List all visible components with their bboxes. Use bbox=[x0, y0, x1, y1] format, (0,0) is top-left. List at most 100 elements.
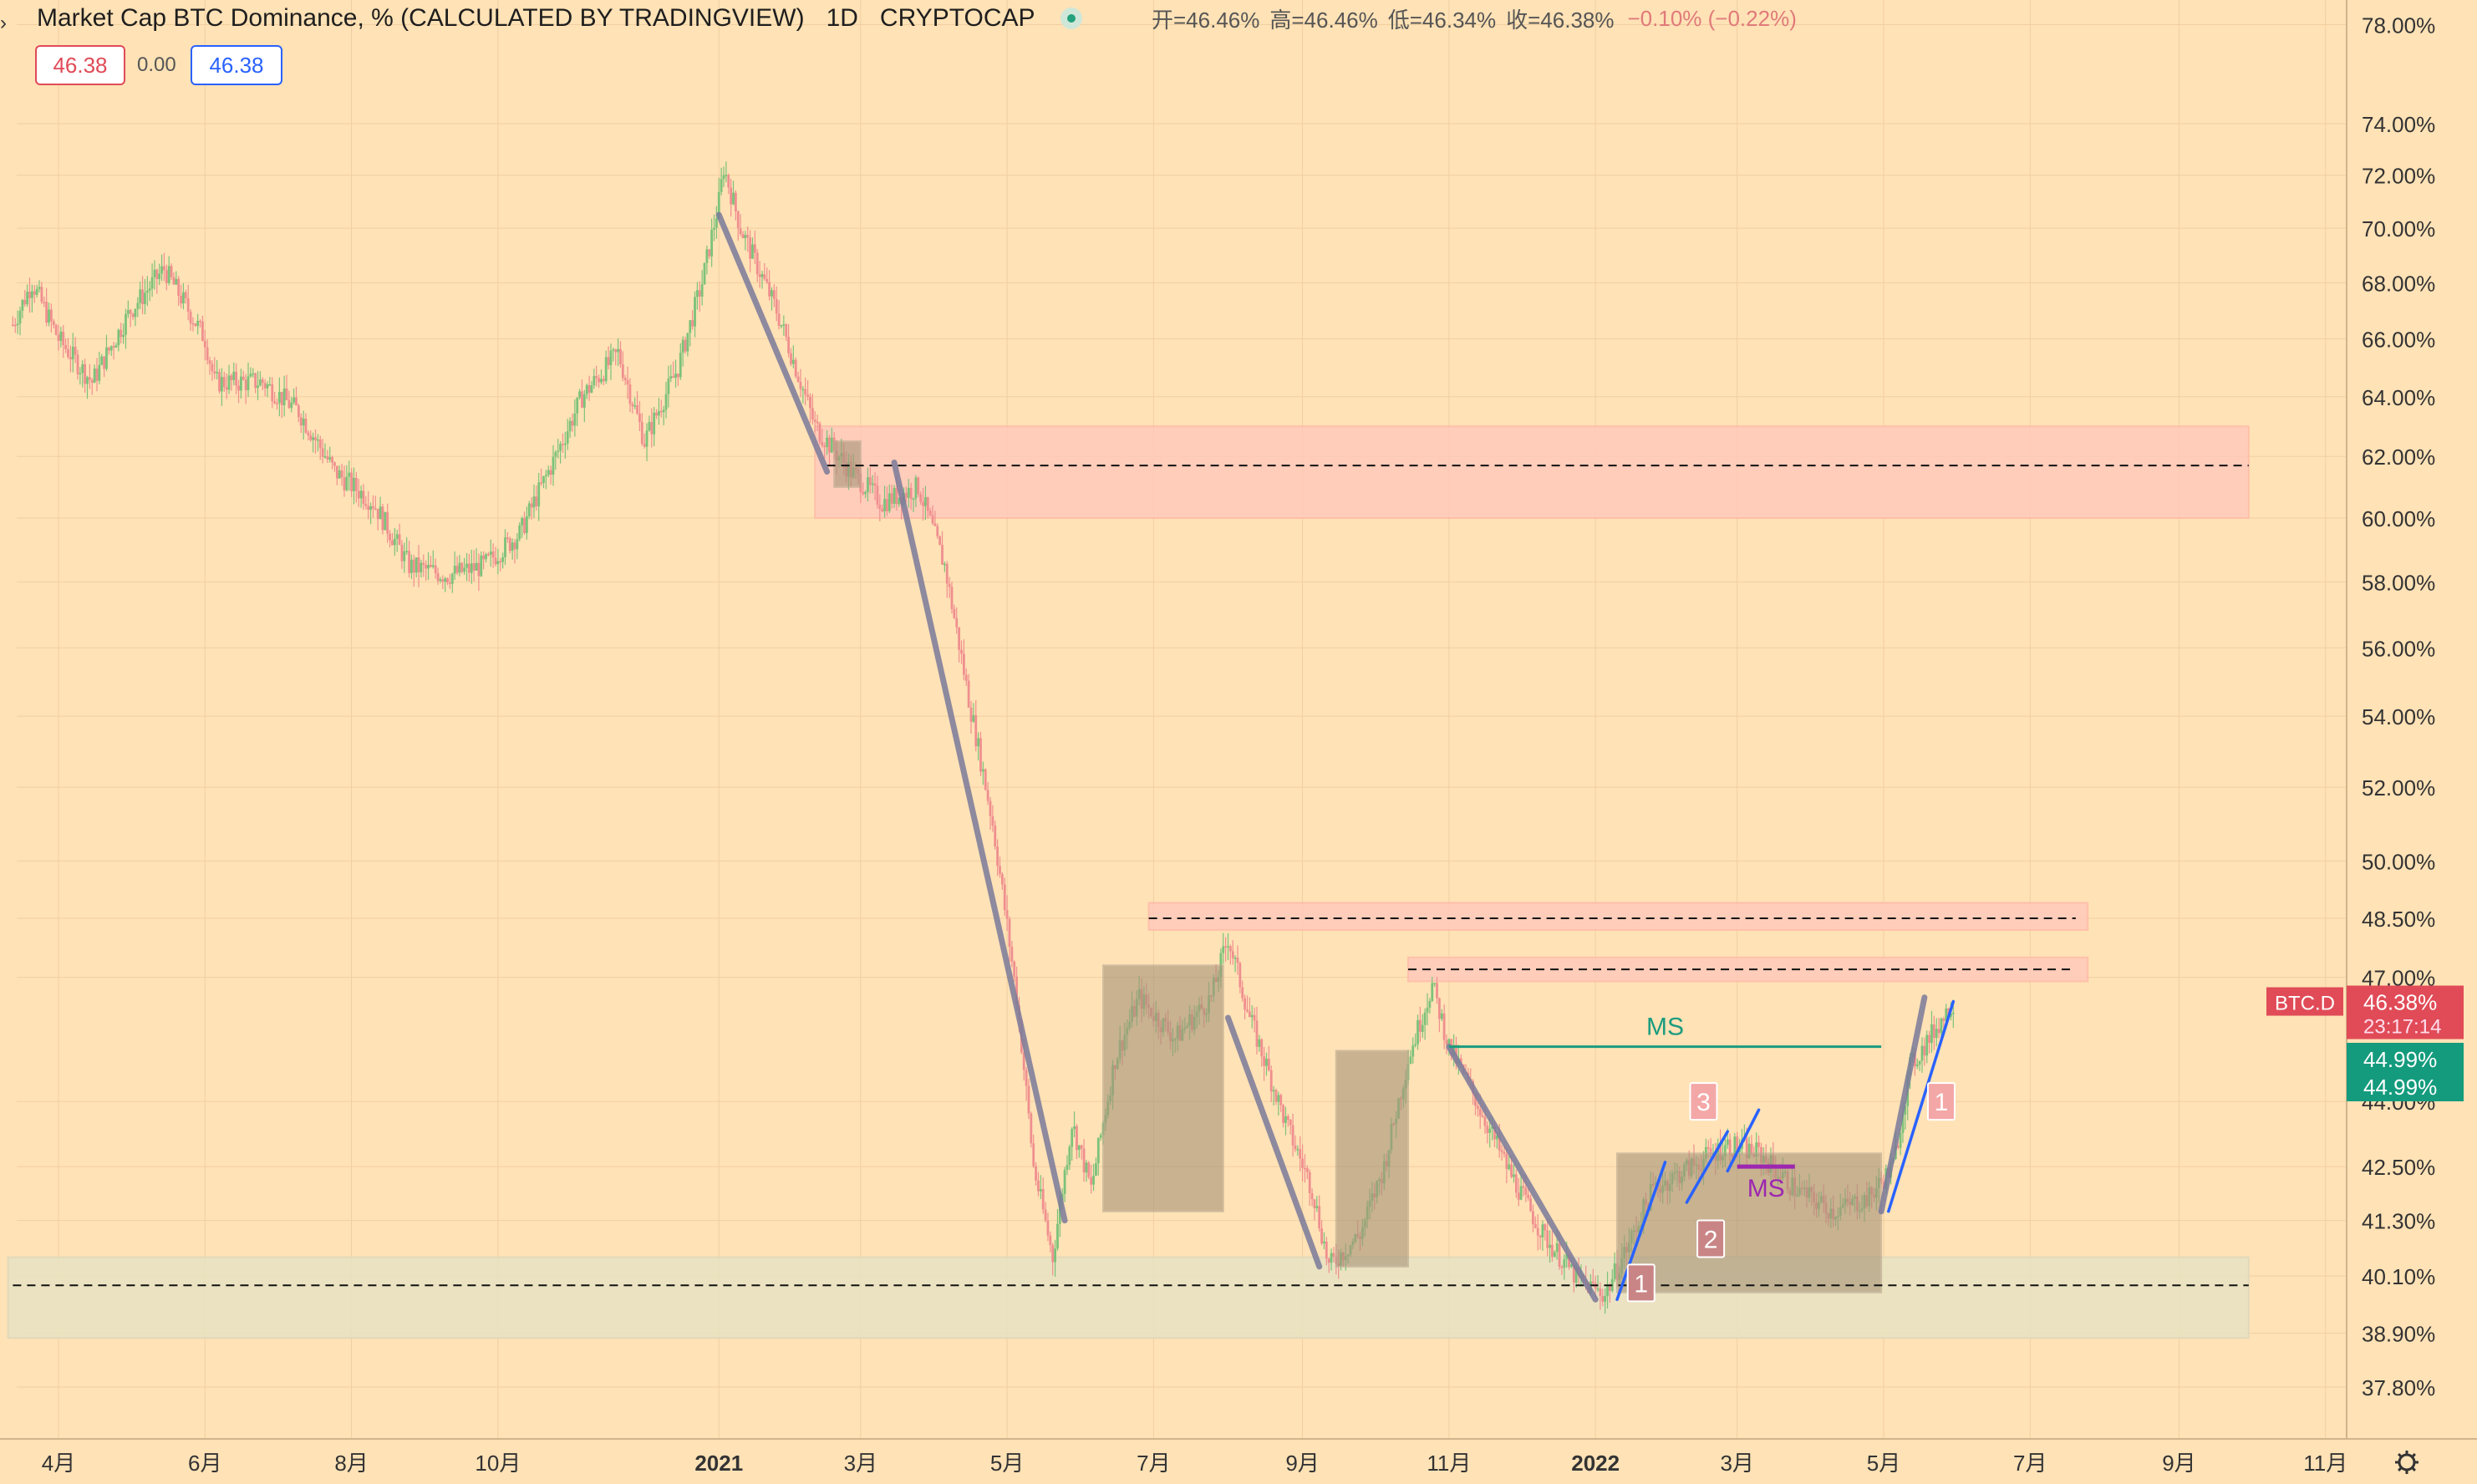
candle-body bbox=[90, 379, 94, 384]
candle-body bbox=[48, 309, 50, 323]
candle-body bbox=[730, 187, 733, 205]
candle-body bbox=[126, 310, 130, 314]
candle-body bbox=[225, 387, 228, 390]
candle-body bbox=[384, 511, 387, 531]
candle-body bbox=[314, 437, 317, 440]
candle-body bbox=[1486, 1126, 1489, 1133]
candle-body bbox=[266, 384, 269, 389]
candle-body bbox=[1233, 958, 1237, 959]
candle-body bbox=[532, 496, 536, 508]
candle-body bbox=[1231, 951, 1234, 958]
candle-body bbox=[422, 562, 425, 565]
candle-body bbox=[888, 493, 891, 511]
candle-body bbox=[912, 498, 915, 501]
sell-price-button[interactable]: 46.38 bbox=[35, 45, 125, 85]
candle-body bbox=[1508, 1164, 1511, 1170]
candle-body bbox=[273, 401, 277, 404]
x-tick-label: 6月 bbox=[188, 1451, 221, 1476]
candle-body bbox=[1555, 1243, 1559, 1253]
candle-body bbox=[1099, 1135, 1102, 1138]
candle-body bbox=[1323, 1241, 1325, 1244]
candle-body bbox=[1459, 1058, 1462, 1065]
candle-body bbox=[578, 391, 581, 398]
candle-body bbox=[878, 505, 882, 510]
candle-body bbox=[758, 274, 761, 277]
candle-body bbox=[494, 557, 497, 565]
candle-body bbox=[1255, 1020, 1259, 1047]
candle-body bbox=[523, 517, 526, 533]
candle-body bbox=[823, 445, 827, 448]
candle-body bbox=[201, 321, 204, 341]
y-tick-label: 48.50% bbox=[2362, 907, 2435, 932]
candle-body bbox=[163, 266, 165, 271]
candle-body bbox=[415, 557, 418, 573]
candle-body bbox=[816, 421, 819, 424]
candle-body bbox=[211, 363, 214, 372]
candle-body bbox=[107, 347, 110, 351]
candle-body bbox=[175, 278, 178, 285]
candle-body bbox=[873, 483, 877, 486]
candle-body bbox=[153, 269, 156, 277]
candle-body bbox=[182, 292, 185, 304]
y-tick-label: 41.30% bbox=[2362, 1209, 2435, 1234]
candle-body bbox=[117, 329, 120, 346]
wave-line bbox=[1886, 999, 1956, 1213]
resistance-zone bbox=[1147, 902, 2089, 931]
candle-body bbox=[811, 408, 814, 420]
candle-body bbox=[16, 323, 19, 326]
candle-body bbox=[1030, 1113, 1033, 1144]
candle-body bbox=[871, 483, 874, 485]
candle-body bbox=[1310, 1192, 1314, 1200]
buy-price-button[interactable]: 46.38 bbox=[191, 45, 282, 85]
candle-body bbox=[799, 381, 802, 389]
symbol-title[interactable]: Market Cap BTC Dominance, % (CALCULATED … bbox=[37, 4, 805, 32]
candle-body bbox=[739, 228, 742, 235]
candle-body bbox=[506, 537, 509, 539]
candle-body bbox=[780, 325, 783, 327]
candle-body bbox=[1950, 1014, 1952, 1017]
candle-body bbox=[705, 249, 709, 263]
candle-body bbox=[967, 680, 970, 708]
candle-body bbox=[782, 324, 786, 326]
candle-body bbox=[1901, 1115, 1905, 1134]
candle-body bbox=[1087, 1162, 1091, 1177]
candle-body bbox=[1056, 1223, 1059, 1249]
x-tick-label: 7月 bbox=[2013, 1451, 2047, 1476]
candle-body bbox=[638, 414, 641, 423]
x-tick-label: 8月 bbox=[334, 1451, 368, 1476]
candle-body bbox=[38, 287, 41, 289]
candle-body bbox=[674, 374, 677, 379]
candle-body bbox=[698, 290, 701, 297]
candle-body bbox=[602, 379, 605, 382]
candle-body bbox=[527, 503, 531, 516]
candle-body bbox=[79, 373, 82, 374]
candle-body bbox=[242, 376, 245, 380]
candle-body bbox=[170, 266, 173, 277]
candle-body bbox=[393, 538, 396, 546]
wave-count-badge bbox=[1626, 1263, 1656, 1303]
candle-body bbox=[1514, 1174, 1518, 1193]
candle-body bbox=[1478, 1109, 1482, 1116]
candle-body bbox=[696, 290, 699, 297]
settings-gear-icon[interactable] bbox=[2395, 1451, 2419, 1474]
y-tick-label: 38.90% bbox=[2362, 1321, 2435, 1346]
candle-body bbox=[458, 562, 461, 573]
candle-body bbox=[818, 423, 821, 442]
candle-body bbox=[450, 573, 454, 584]
interval-label[interactable]: 1D bbox=[826, 4, 858, 32]
candle-body bbox=[619, 348, 622, 365]
candle-body bbox=[477, 562, 481, 577]
candle-body bbox=[258, 379, 262, 386]
candle-body bbox=[504, 537, 506, 557]
candle-body bbox=[244, 379, 247, 390]
candle-body bbox=[395, 534, 399, 539]
x-tick-label: 11月 bbox=[2303, 1451, 2347, 1476]
candle-body bbox=[518, 525, 521, 540]
collapse-panel-icon[interactable]: › bbox=[0, 12, 7, 34]
candle-body bbox=[893, 487, 896, 504]
candle-body bbox=[316, 439, 319, 441]
candle-body bbox=[999, 866, 1001, 875]
candle-body bbox=[335, 465, 338, 479]
candle-body bbox=[1503, 1151, 1506, 1154]
